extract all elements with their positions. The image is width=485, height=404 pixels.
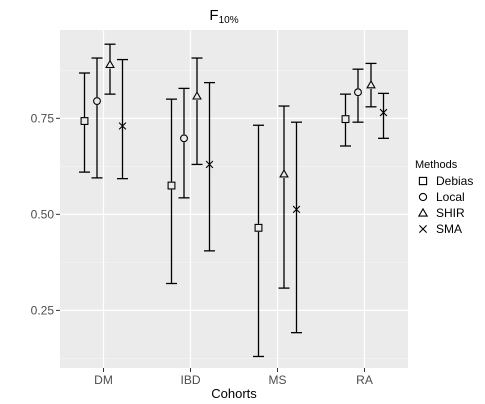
- series-debias: [79, 72, 351, 358]
- legend-title: Methods: [415, 159, 458, 171]
- legend-item-shir: SHIR: [417, 206, 465, 220]
- point-cross: [118, 122, 127, 130]
- error-bar: [278, 105, 290, 289]
- y-tick-label: 0.50: [31, 207, 55, 221]
- error-bar: [91, 57, 103, 179]
- point-background: [93, 97, 101, 106]
- y-tick-label: 0.75: [31, 111, 55, 125]
- error-bar: [291, 121, 302, 334]
- legend-item-sma: SMA: [419, 222, 462, 236]
- point-background: [354, 88, 362, 97]
- series-shir: [104, 43, 377, 289]
- error-bars: [79, 43, 389, 358]
- point-background: [180, 134, 188, 143]
- error-bar: [166, 98, 177, 285]
- legend-key-circle: [418, 192, 428, 202]
- point-square: [254, 223, 263, 232]
- legend-label: Local: [436, 190, 465, 204]
- legend-item-local: Local: [418, 190, 465, 204]
- y-axis: 0.25 0.50 0.75: [31, 111, 60, 317]
- chart-title: F10%: [209, 7, 238, 26]
- point-circle: [93, 97, 101, 106]
- point-square: [341, 115, 350, 124]
- error-bar: [178, 87, 190, 199]
- error-bar: [365, 62, 377, 108]
- point-cross: [379, 108, 388, 117]
- point-background: [280, 170, 288, 179]
- error-bar: [79, 72, 90, 173]
- point-background: [106, 60, 114, 69]
- point-circle: [354, 88, 362, 97]
- point-background: [80, 117, 89, 126]
- legend-key-square: [418, 176, 428, 186]
- x-axis-title: Cohorts: [211, 386, 257, 401]
- legend-item-debias: Debias: [418, 174, 473, 188]
- error-bar: [204, 81, 215, 252]
- legend-key-triangle: [417, 207, 429, 217]
- error-bar: [253, 124, 264, 358]
- x-axis: DM IBD MS RA: [94, 368, 373, 387]
- point-cross: [292, 205, 301, 214]
- point-cross: [205, 160, 214, 169]
- point-background: [367, 80, 375, 89]
- x-tick-label: DM: [94, 373, 113, 387]
- x-tick-label: IBD: [180, 373, 200, 387]
- legend-label: SHIR: [436, 206, 465, 220]
- series-local: [91, 57, 364, 199]
- legend-label: SMA: [436, 222, 462, 236]
- point-background: [193, 92, 201, 101]
- error-bar: [378, 92, 389, 139]
- point-background: [341, 115, 350, 124]
- legend-label: Debias: [436, 174, 473, 188]
- x-tick-label: RA: [356, 373, 373, 387]
- point-triangle: [279, 169, 289, 178]
- point-square: [80, 117, 89, 125]
- point-background: [254, 223, 263, 232]
- point-triangle: [105, 59, 115, 69]
- error-bar: [352, 68, 364, 123]
- error-bar: [117, 58, 128, 180]
- point-circle: [180, 134, 188, 143]
- plot-panel: [60, 30, 408, 368]
- point-background: [167, 181, 176, 190]
- point-triangle: [366, 79, 376, 89]
- point-square: [167, 181, 176, 190]
- error-bar: [191, 57, 203, 166]
- error-bar: [104, 43, 116, 95]
- error-bar: [340, 93, 351, 147]
- y-tick-label: 0.25: [31, 303, 55, 317]
- x-tick-label: MS: [269, 373, 287, 387]
- gridlines: [60, 30, 408, 368]
- legend-key-cross: [419, 225, 427, 233]
- series-sma: [117, 58, 389, 334]
- legend: Methods Debias Local SHIR SMA: [415, 159, 473, 236]
- point-triangle: [192, 91, 202, 100]
